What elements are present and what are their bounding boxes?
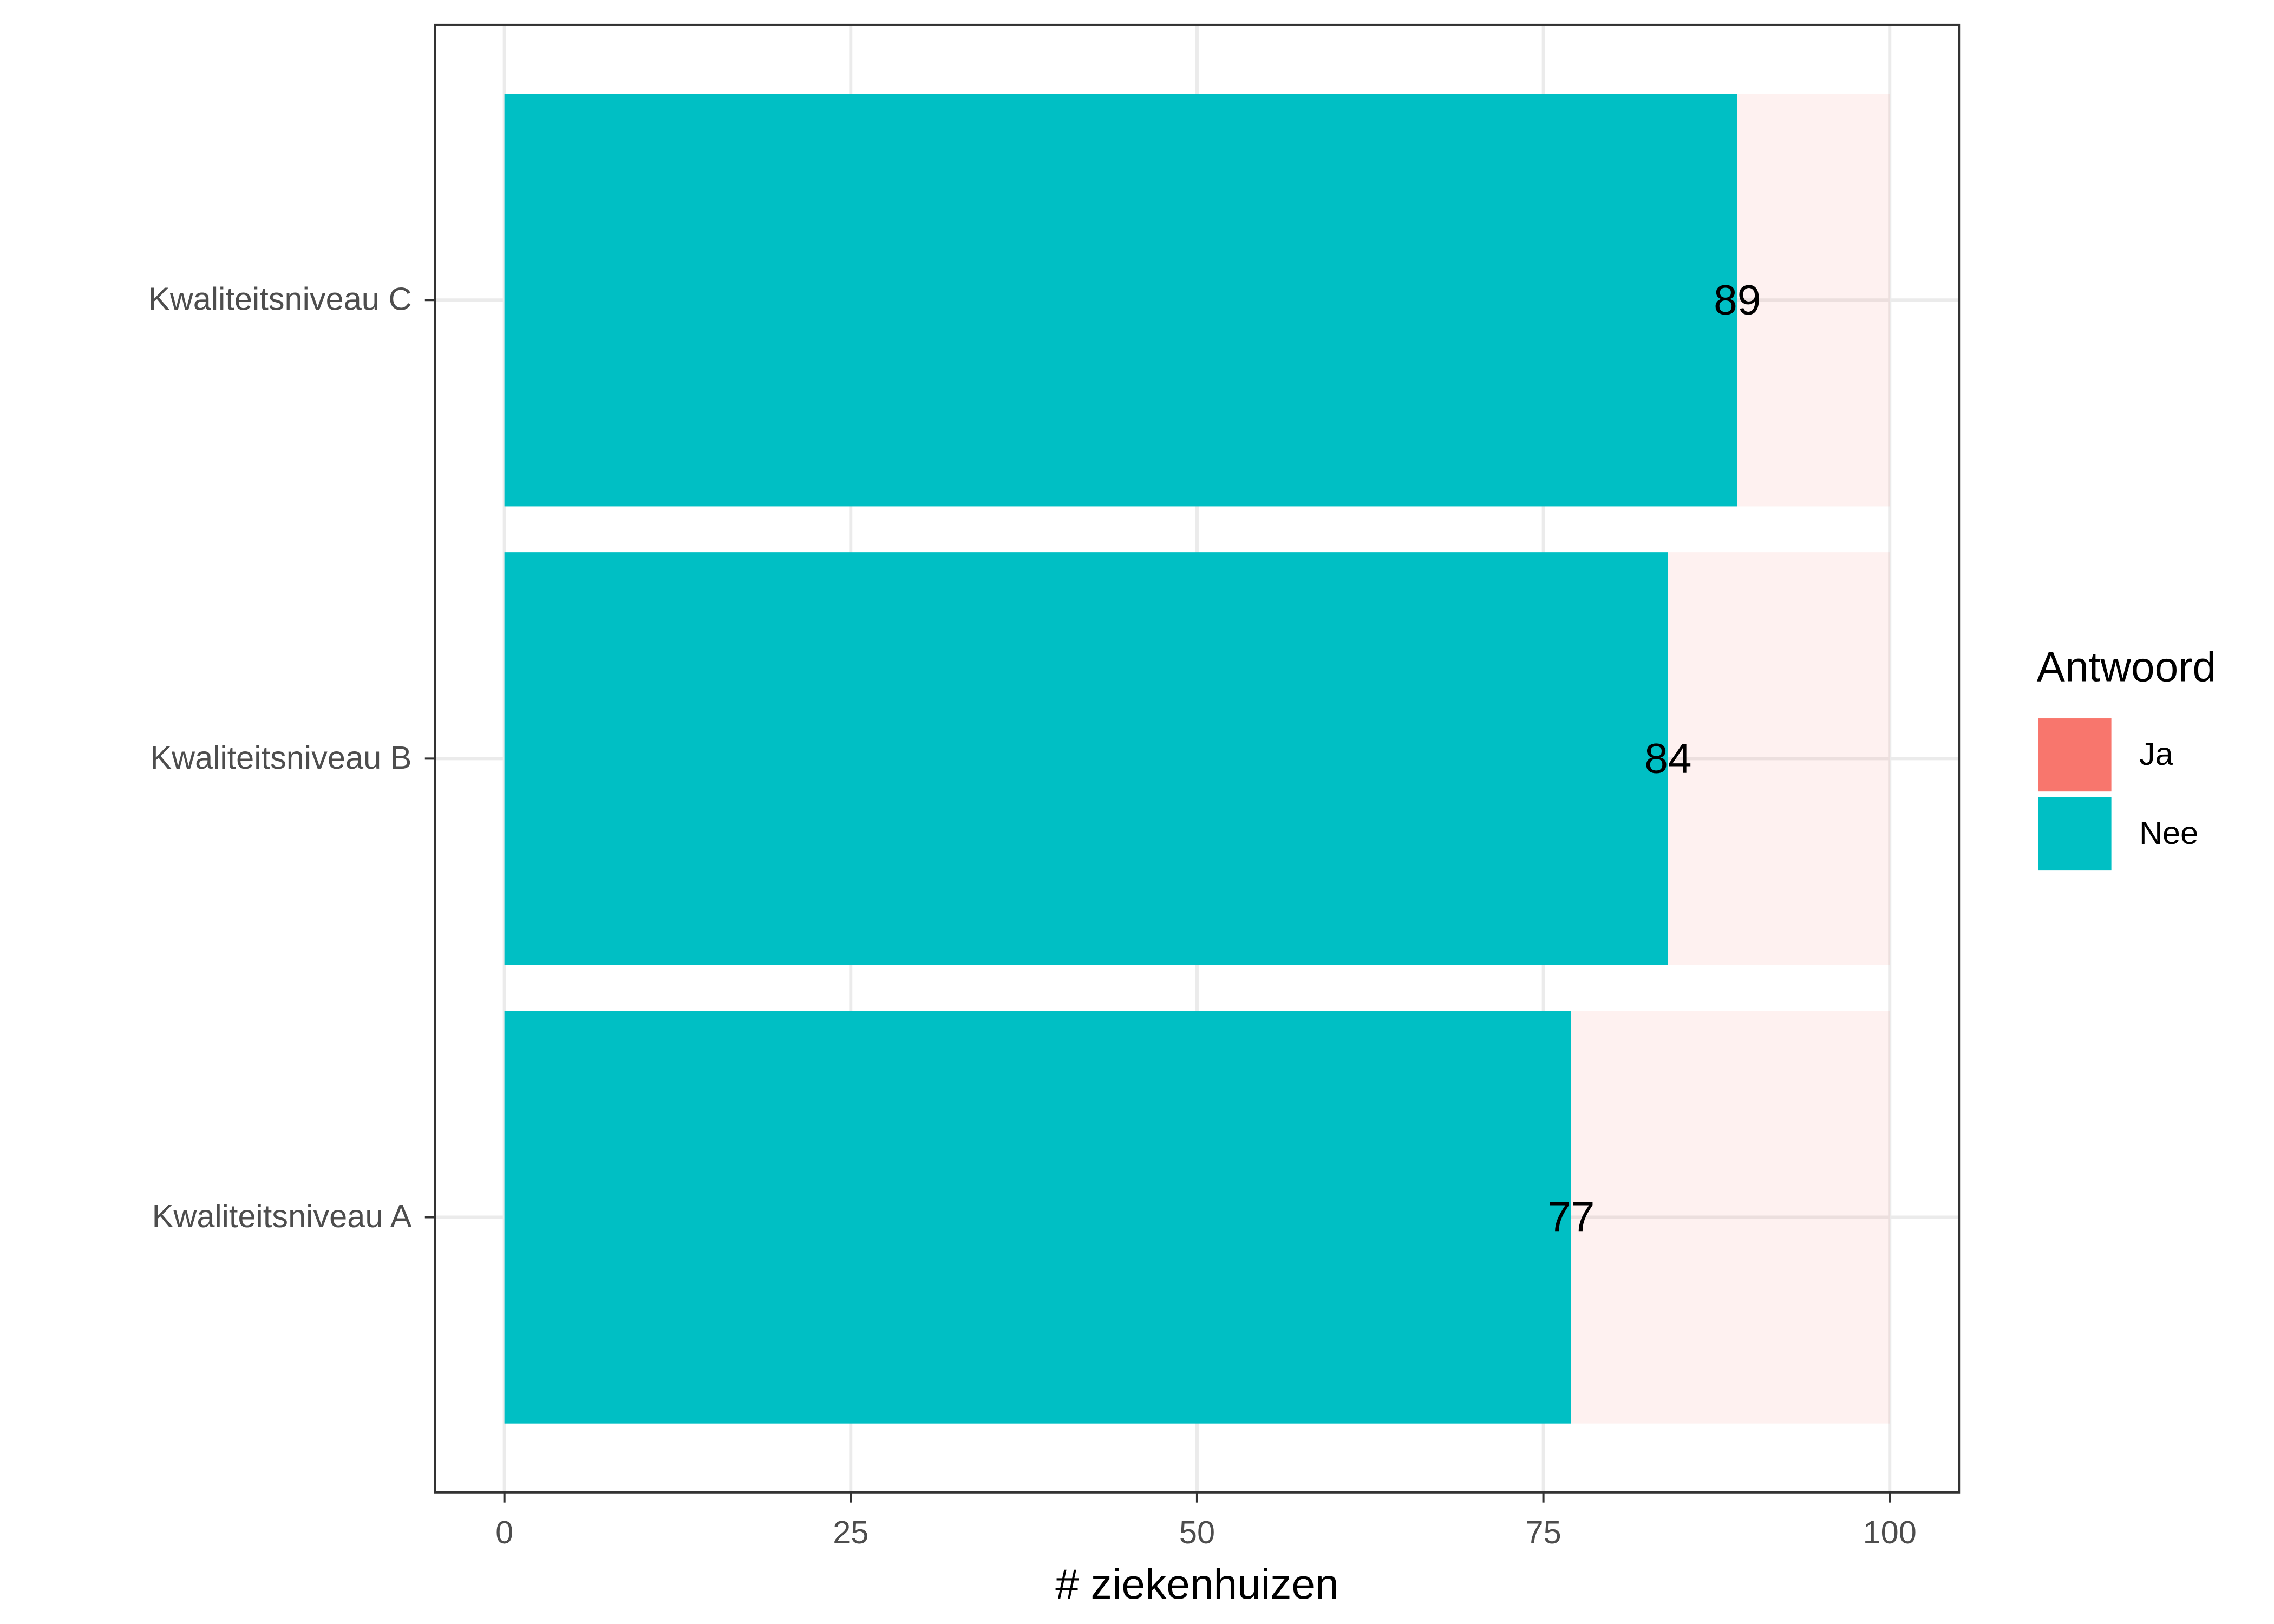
data-label: 89 [1714,276,1761,323]
x-tick-label: 50 [1179,1514,1215,1550]
x-tick-label: 0 [495,1514,513,1550]
y-tick-label: Kwaliteitsniveau B [150,739,411,776]
legend-key [2038,797,2112,871]
bar-segment [1737,94,1890,507]
x-tick-label: 100 [1863,1514,1917,1550]
bar-segment [504,1011,1571,1424]
data-label: 84 [1644,735,1691,782]
legend-label: Nee [2139,815,2198,851]
legend-title: Antwoord [2037,643,2216,691]
x-tick-label: 75 [1525,1514,1561,1550]
x-axis-title: # ziekenhuizen [1055,1560,1338,1608]
legend-label: Ja [2139,736,2174,772]
legend-key [2038,718,2112,792]
x-tick-label: 25 [833,1514,868,1550]
bar-segment [1668,552,1890,965]
data-label: 77 [1547,1193,1595,1241]
bar-segment [1571,1011,1890,1424]
y-tick-label: Kwaliteitsniveau C [148,281,411,317]
y-tick-label: Kwaliteitsniveau A [152,1198,412,1234]
bar-segment [504,552,1668,965]
bar-segment [504,94,1737,507]
